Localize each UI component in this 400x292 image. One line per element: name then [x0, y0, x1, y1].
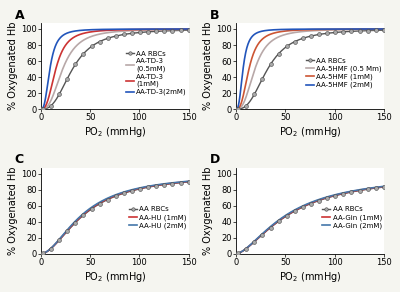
Y-axis label: % Oxygenated Hb: % Oxygenated Hb: [204, 22, 214, 110]
X-axis label: PO$_2$ (mmHg): PO$_2$ (mmHg): [84, 270, 146, 284]
Legend: AA RBCs, AA-5HMF (0.5 Mm), AA-5HMF (1mM), AA-5HMF (2mM): AA RBCs, AA-5HMF (0.5 Mm), AA-5HMF (1mM)…: [306, 58, 382, 88]
Text: D: D: [210, 153, 220, 166]
Y-axis label: % Oxygenated Hb: % Oxygenated Hb: [8, 167, 18, 255]
Text: B: B: [210, 9, 219, 22]
Text: C: C: [14, 153, 24, 166]
Legend: AA RBCs, AA-Gin (1mM), AA-Gin (2mM): AA RBCs, AA-Gin (1mM), AA-Gin (2mM): [322, 206, 382, 229]
Legend: AA RBCs, AA-HU (1mM), AA-HU (2mM): AA RBCs, AA-HU (1mM), AA-HU (2mM): [129, 206, 187, 229]
Y-axis label: % Oxygenated Hb: % Oxygenated Hb: [204, 167, 214, 255]
Y-axis label: % Oxygenated Hb: % Oxygenated Hb: [8, 22, 18, 110]
X-axis label: PO$_2$ (mmHg): PO$_2$ (mmHg): [279, 125, 341, 139]
Text: A: A: [14, 9, 24, 22]
Legend: AA RBCs, AA-TD-3
(0.5mM), AA-TD-3
(1mM), AA-TD-3(2mM): AA RBCs, AA-TD-3 (0.5mM), AA-TD-3 (1mM),…: [126, 51, 187, 95]
X-axis label: PO$_2$ (mmHg): PO$_2$ (mmHg): [279, 270, 341, 284]
X-axis label: PO$_2$ (mmHg): PO$_2$ (mmHg): [84, 125, 146, 139]
